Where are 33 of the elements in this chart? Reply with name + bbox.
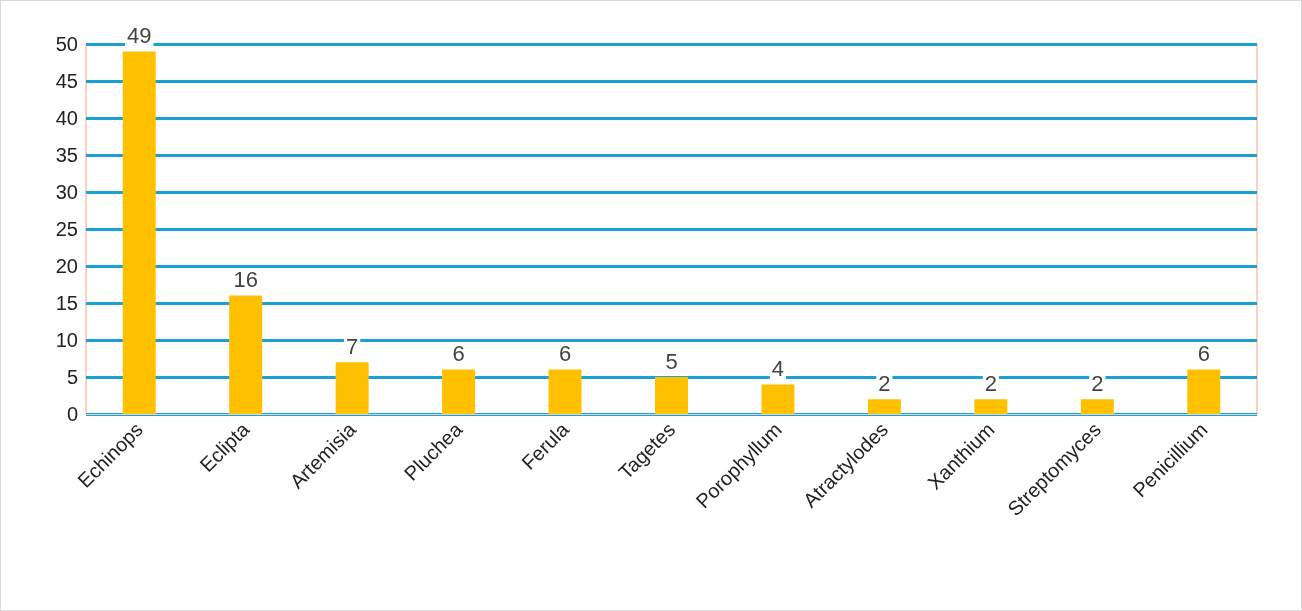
y-tick-label: 5 <box>66 366 78 388</box>
data-label: 16 <box>233 267 258 293</box>
y-tick-label: 20 <box>55 255 78 277</box>
bar <box>974 399 1008 414</box>
bar <box>122 51 156 414</box>
data-label: 2 <box>878 370 891 396</box>
data-label: 7 <box>346 333 359 359</box>
y-tick-label: 40 <box>55 107 78 129</box>
y-tick-label: 25 <box>55 218 78 240</box>
bar <box>761 384 795 414</box>
bar <box>442 369 476 414</box>
bar <box>867 399 901 414</box>
bar <box>229 295 263 414</box>
y-tick-label: 0 <box>66 403 78 425</box>
data-label: 6 <box>558 341 572 367</box>
data-label: 2 <box>984 370 997 396</box>
data-label: 2 <box>1091 370 1104 396</box>
bar <box>548 369 582 414</box>
y-tick-label: 30 <box>55 181 78 203</box>
data-label: 5 <box>665 348 678 374</box>
bar <box>655 377 688 414</box>
y-tick-label: 35 <box>55 144 78 166</box>
y-tick-label: 15 <box>55 292 78 314</box>
data-label: 49 <box>126 22 152 48</box>
data-label: 6 <box>452 341 465 367</box>
data-label: 4 <box>771 355 785 381</box>
data-label: 6 <box>1197 341 1210 367</box>
bar <box>335 362 369 414</box>
y-tick-label: 10 <box>55 329 78 351</box>
y-tick-label: 50 <box>55 33 78 55</box>
y-tick-label: 45 <box>55 70 78 92</box>
bar <box>1080 399 1114 414</box>
bar <box>1187 369 1221 414</box>
